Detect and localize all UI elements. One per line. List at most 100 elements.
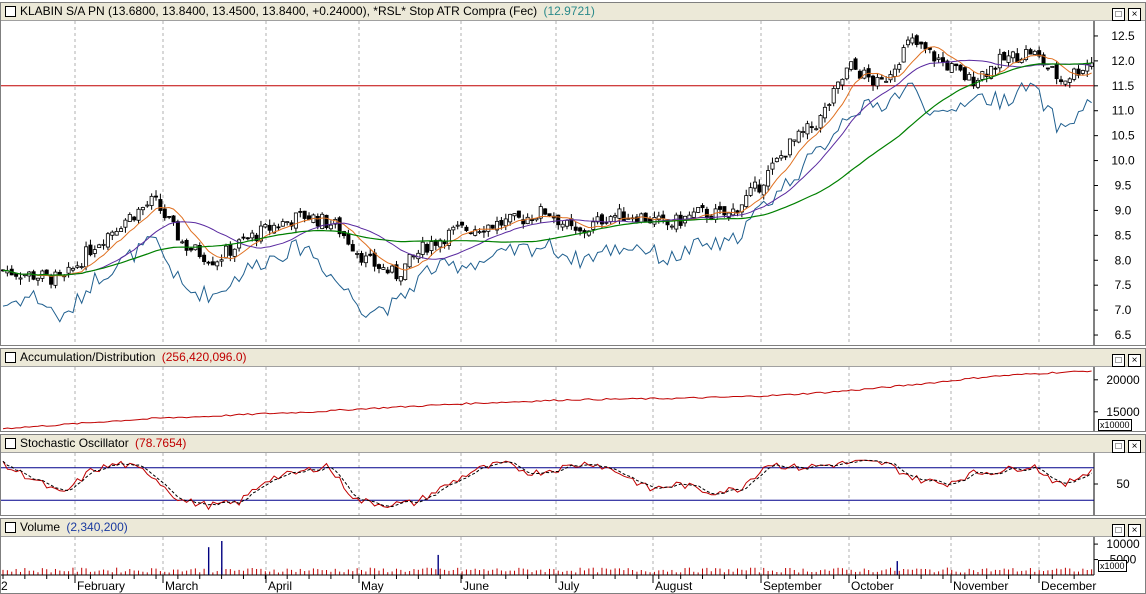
candle-body	[879, 77, 884, 80]
candle-body	[958, 64, 963, 71]
candle-body	[70, 268, 75, 271]
price-title: KLABIN S/A PN	[20, 4, 105, 18]
candle-body	[184, 240, 189, 251]
candle-body	[398, 276, 403, 282]
candle-body	[936, 57, 941, 60]
candle-body	[49, 275, 54, 285]
month-label: April	[268, 579, 292, 593]
candle-body	[779, 155, 784, 159]
candle-body	[101, 243, 106, 246]
pane-toggle-icon[interactable]	[5, 522, 16, 533]
restore-icon[interactable]: □	[1112, 8, 1125, 21]
candle-body	[18, 277, 23, 280]
moving-average-short	[2, 46, 1092, 277]
candle-body	[495, 220, 500, 231]
pane-toggle-icon[interactable]	[5, 438, 16, 449]
candle-body	[608, 216, 613, 223]
candle-body	[818, 115, 823, 129]
restore-icon[interactable]: □	[1112, 440, 1125, 453]
volume-value: (2,340,200)	[66, 520, 128, 534]
candle-body	[831, 88, 836, 104]
volume-scale-badge: x1000	[1098, 560, 1127, 572]
candle-body	[967, 73, 972, 81]
candle-body	[923, 42, 928, 50]
candle-body	[88, 244, 93, 256]
y-tick-label: 10000	[1106, 537, 1140, 551]
candle-body	[258, 225, 263, 242]
volume-pane[interactable]: Volume (2,340,200) □× 1000050002February…	[0, 518, 1146, 594]
stoch-chart[interactable]: 50	[1, 453, 1145, 515]
price-pane[interactable]: KLABIN S/A PN (13.6800, 13.8400, 13.4500…	[0, 2, 1146, 346]
month-label: October	[851, 579, 894, 593]
candle-body	[945, 60, 950, 71]
candle-body	[617, 208, 622, 219]
close-icon[interactable]: ×	[1128, 524, 1141, 537]
candle-body	[320, 213, 325, 229]
ad-scale-badge: x10000	[1098, 419, 1132, 431]
candle-body	[114, 231, 119, 236]
month-label: July	[558, 579, 579, 593]
price-chart[interactable]: 6.5 7.0 7.5 8.0 8.5 9.0 9.5 10.0 10.5 11.0 11.5 12.…	[1, 21, 1145, 345]
candle-body	[1067, 78, 1072, 83]
candle-body	[884, 80, 889, 83]
candle-body	[1037, 50, 1042, 57]
candle-body	[136, 208, 141, 221]
candle-body	[691, 211, 696, 218]
volume-chart[interactable]: 1000050002FebruaryMarchAprilMayJuneJulyA…	[1, 537, 1145, 593]
ad-chart[interactable]: 15000 20000	[1, 367, 1145, 431]
candle-body	[814, 128, 819, 131]
restore-icon[interactable]: □	[1112, 354, 1125, 367]
candle-body	[652, 217, 657, 225]
price-pane-header: KLABIN S/A PN (13.6800, 13.8400, 13.4500…	[1, 3, 1145, 21]
stoch-title: Stochastic Oscillator	[20, 436, 129, 450]
candle-body	[481, 230, 486, 233]
stoch-k-line	[2, 459, 1093, 511]
y-tick-label: 10.0	[1111, 154, 1135, 168]
y-tick-label: 10.5	[1111, 129, 1135, 143]
candle-body	[766, 170, 771, 187]
candle-body	[971, 76, 976, 87]
candle-body	[525, 216, 530, 225]
ad-value: (256,420,096.0)	[161, 350, 247, 364]
candle-body	[1010, 51, 1015, 59]
pane-toggle-icon[interactable]	[5, 352, 16, 363]
candle-body	[954, 63, 959, 67]
candle-body	[508, 213, 513, 223]
candle-body	[455, 224, 460, 227]
candle-body	[1045, 67, 1050, 70]
candle-body	[975, 79, 980, 88]
candle-body	[285, 221, 290, 223]
candle-body	[154, 195, 159, 198]
candle-body	[44, 269, 49, 274]
candle-body	[599, 214, 604, 225]
price-indicator-name: *RSL* Stop ATR Compra (Fec)	[373, 4, 538, 18]
candle-body	[914, 35, 919, 45]
candle-body	[267, 224, 272, 231]
candle-body	[1032, 50, 1037, 55]
pane-toggle-icon[interactable]	[5, 6, 16, 17]
candle-body	[556, 214, 561, 226]
candle-body	[237, 239, 242, 249]
ad-pane[interactable]: Accumulation/Distribution (256,420,096.0…	[0, 348, 1146, 432]
restore-icon[interactable]: □	[1112, 524, 1125, 537]
candle-body	[718, 206, 723, 210]
candle-body	[919, 41, 924, 45]
candle-body	[250, 232, 255, 239]
candle-body	[949, 63, 954, 73]
close-icon[interactable]: ×	[1128, 8, 1141, 21]
month-label: March	[165, 579, 198, 593]
candle-body	[792, 139, 797, 142]
candle-body	[586, 230, 591, 236]
candle-body	[403, 263, 408, 280]
close-icon[interactable]: ×	[1128, 440, 1141, 453]
candle-body	[315, 215, 320, 227]
close-icon[interactable]: ×	[1128, 354, 1141, 367]
candle-body	[980, 71, 985, 80]
candle-body	[752, 181, 757, 189]
candle-body	[897, 64, 902, 70]
candle-body	[840, 78, 845, 86]
stoch-pane[interactable]: Stochastic Oscillator (78.7654) □ × 50	[0, 434, 1146, 516]
candle-body	[355, 253, 360, 255]
candle-body	[901, 47, 906, 63]
candle-body	[573, 226, 578, 231]
